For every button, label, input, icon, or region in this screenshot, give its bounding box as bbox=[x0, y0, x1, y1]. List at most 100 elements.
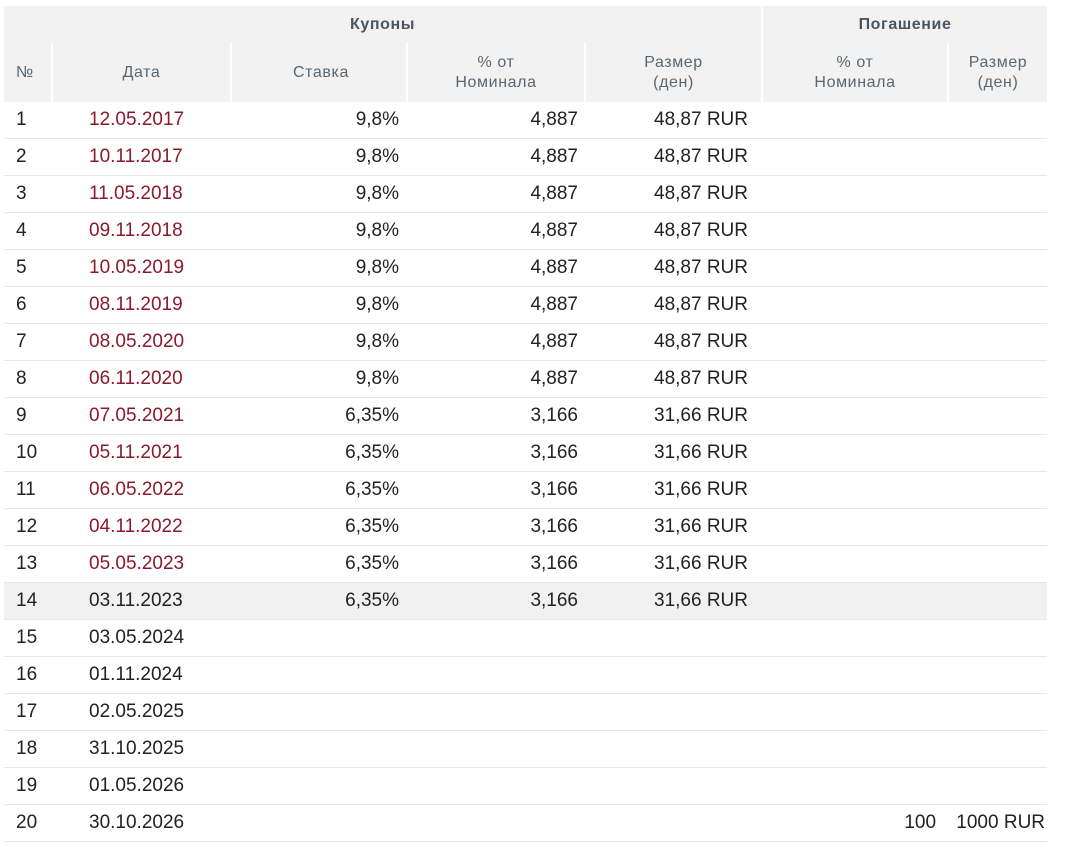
col-header-redemption-amount-line2: (ден) bbox=[977, 73, 1019, 91]
coupon-amount bbox=[585, 619, 763, 657]
redemption-percent bbox=[762, 471, 949, 509]
coupon-rate: 6,35% bbox=[231, 508, 407, 546]
table-row: 1 12.05.2017 9,8% 4,887 48,87 RUR bbox=[4, 102, 1048, 139]
coupon-amount: 31,66 RUR bbox=[585, 434, 763, 472]
row-number: 9 bbox=[4, 397, 52, 435]
redemption-amount bbox=[948, 212, 1048, 250]
coupon-rate: 9,8% bbox=[231, 360, 407, 398]
col-header-amount: Размер (ден) bbox=[583, 43, 763, 102]
coupon-amount bbox=[585, 693, 763, 731]
redemption-percent bbox=[762, 323, 949, 361]
coupon-percent-of-nominal: 4,887 bbox=[407, 138, 585, 176]
coupon-amount: 48,87 RUR bbox=[585, 175, 763, 213]
coupon-date: 03.11.2023 bbox=[52, 582, 231, 620]
redemption-amount: 1000 RUR bbox=[948, 804, 1048, 842]
coupon-amount: 48,87 RUR bbox=[585, 323, 763, 361]
coupon-rate: 9,8% bbox=[231, 102, 407, 139]
coupon-date: 02.05.2025 bbox=[52, 693, 231, 731]
coupon-amount: 48,87 RUR bbox=[585, 102, 763, 139]
table-row: 17 02.05.2025 bbox=[4, 693, 1048, 731]
redemption-amount bbox=[948, 175, 1048, 213]
table-row: 9 07.05.2021 6,35% 3,166 31,66 RUR bbox=[4, 397, 1048, 435]
redemption-percent bbox=[762, 693, 949, 731]
table-row: 18 31.10.2025 bbox=[4, 730, 1048, 768]
coupon-percent-of-nominal bbox=[407, 656, 585, 694]
coupon-rate: 9,8% bbox=[231, 138, 407, 176]
row-number: 15 bbox=[4, 619, 52, 657]
row-number: 4 bbox=[4, 212, 52, 250]
coupon-date: 10.05.2019 bbox=[52, 249, 231, 287]
coupon-date: 06.05.2022 bbox=[52, 471, 231, 509]
redemption-amount bbox=[948, 730, 1048, 768]
coupon-rate: 6,35% bbox=[231, 471, 407, 509]
col-header-percent-of-nominal: % от Номинала bbox=[406, 43, 585, 102]
coupon-percent-of-nominal bbox=[407, 804, 585, 842]
coupon-rate: 6,35% bbox=[231, 545, 407, 583]
col-header-redemption-amount-line1: Размер bbox=[968, 53, 1028, 71]
redemption-percent bbox=[762, 656, 949, 694]
redemption-percent bbox=[762, 397, 949, 435]
redemption-amount bbox=[948, 508, 1048, 546]
redemption-percent bbox=[762, 175, 949, 213]
col-header-redemption-percent: % от Номинала bbox=[761, 43, 949, 102]
redemption-percent bbox=[762, 286, 949, 324]
coupon-percent-of-nominal: 3,166 bbox=[407, 434, 585, 472]
col-header-rate: Ставка bbox=[230, 43, 407, 102]
coupon-date: 30.10.2026 bbox=[52, 804, 231, 842]
coupon-percent-of-nominal: 4,887 bbox=[407, 286, 585, 324]
table-row: 15 03.05.2024 bbox=[4, 619, 1048, 657]
table-body: 1 12.05.2017 9,8% 4,887 48,87 RUR 2 10.11.2017… bbox=[4, 102, 1048, 842]
row-number: 11 bbox=[4, 471, 52, 509]
row-number: 3 bbox=[4, 175, 52, 213]
coupon-percent-of-nominal: 4,887 bbox=[407, 102, 585, 139]
redemption-amount bbox=[948, 434, 1048, 472]
table-row: 4 09.11.2018 9,8% 4,887 48,87 RUR bbox=[4, 212, 1048, 250]
row-number: 18 bbox=[4, 730, 52, 768]
redemption-percent: 100 bbox=[762, 804, 949, 842]
coupon-percent-of-nominal bbox=[407, 730, 585, 768]
table-row: 2 10.11.2017 9,8% 4,887 48,87 RUR bbox=[4, 138, 1048, 176]
coupon-date: 01.05.2026 bbox=[52, 767, 231, 805]
coupon-percent-of-nominal bbox=[407, 767, 585, 805]
coupon-rate bbox=[231, 804, 407, 842]
coupon-date: 03.05.2024 bbox=[52, 619, 231, 657]
redemption-percent bbox=[762, 508, 949, 546]
redemption-percent bbox=[762, 360, 949, 398]
coupon-rate: 9,8% bbox=[231, 212, 407, 250]
table-row: 5 10.05.2019 9,8% 4,887 48,87 RUR bbox=[4, 249, 1048, 287]
coupon-amount bbox=[585, 804, 763, 842]
col-header-date: Дата bbox=[51, 43, 231, 102]
coupon-date: 08.05.2020 bbox=[52, 323, 231, 361]
coupon-date: 01.11.2024 bbox=[52, 656, 231, 694]
coupon-amount: 31,66 RUR bbox=[585, 582, 763, 620]
coupon-date: 07.05.2021 bbox=[52, 397, 231, 435]
redemption-amount bbox=[948, 249, 1048, 287]
coupon-date: 06.11.2020 bbox=[52, 360, 231, 398]
row-number: 7 bbox=[4, 323, 52, 361]
col-header-number: № bbox=[4, 43, 52, 102]
coupon-date: 10.11.2017 bbox=[52, 138, 231, 176]
redemption-amount bbox=[948, 102, 1048, 139]
coupon-percent-of-nominal: 3,166 bbox=[407, 545, 585, 583]
redemption-percent bbox=[762, 102, 949, 139]
redemption-amount bbox=[948, 286, 1048, 324]
coupon-amount: 31,66 RUR bbox=[585, 471, 763, 509]
coupon-amount bbox=[585, 767, 763, 805]
table-row: 3 11.05.2018 9,8% 4,887 48,87 RUR bbox=[4, 175, 1048, 213]
coupon-schedule-table: Купоны Погашение № Дата Ставка % от Номи… bbox=[4, 6, 1048, 842]
coupon-date: 11.05.2018 bbox=[52, 175, 231, 213]
redemption-group-header: Погашение bbox=[761, 6, 1048, 43]
col-header-amount-line2: (ден) bbox=[653, 73, 694, 91]
row-number: 17 bbox=[4, 693, 52, 731]
coupon-percent-of-nominal: 3,166 bbox=[407, 582, 585, 620]
coupon-amount: 48,87 RUR bbox=[585, 212, 763, 250]
row-number: 14 bbox=[4, 582, 52, 620]
table-row: 8 06.11.2020 9,8% 4,887 48,87 RUR bbox=[4, 360, 1048, 398]
row-number: 12 bbox=[4, 508, 52, 546]
col-header-redemption-percent-line2: Номинала bbox=[814, 73, 896, 91]
redemption-percent bbox=[762, 434, 949, 472]
redemption-amount bbox=[948, 582, 1048, 620]
row-number: 20 bbox=[4, 804, 52, 842]
coupon-rate bbox=[231, 767, 407, 805]
coupon-date: 08.11.2019 bbox=[52, 286, 231, 324]
